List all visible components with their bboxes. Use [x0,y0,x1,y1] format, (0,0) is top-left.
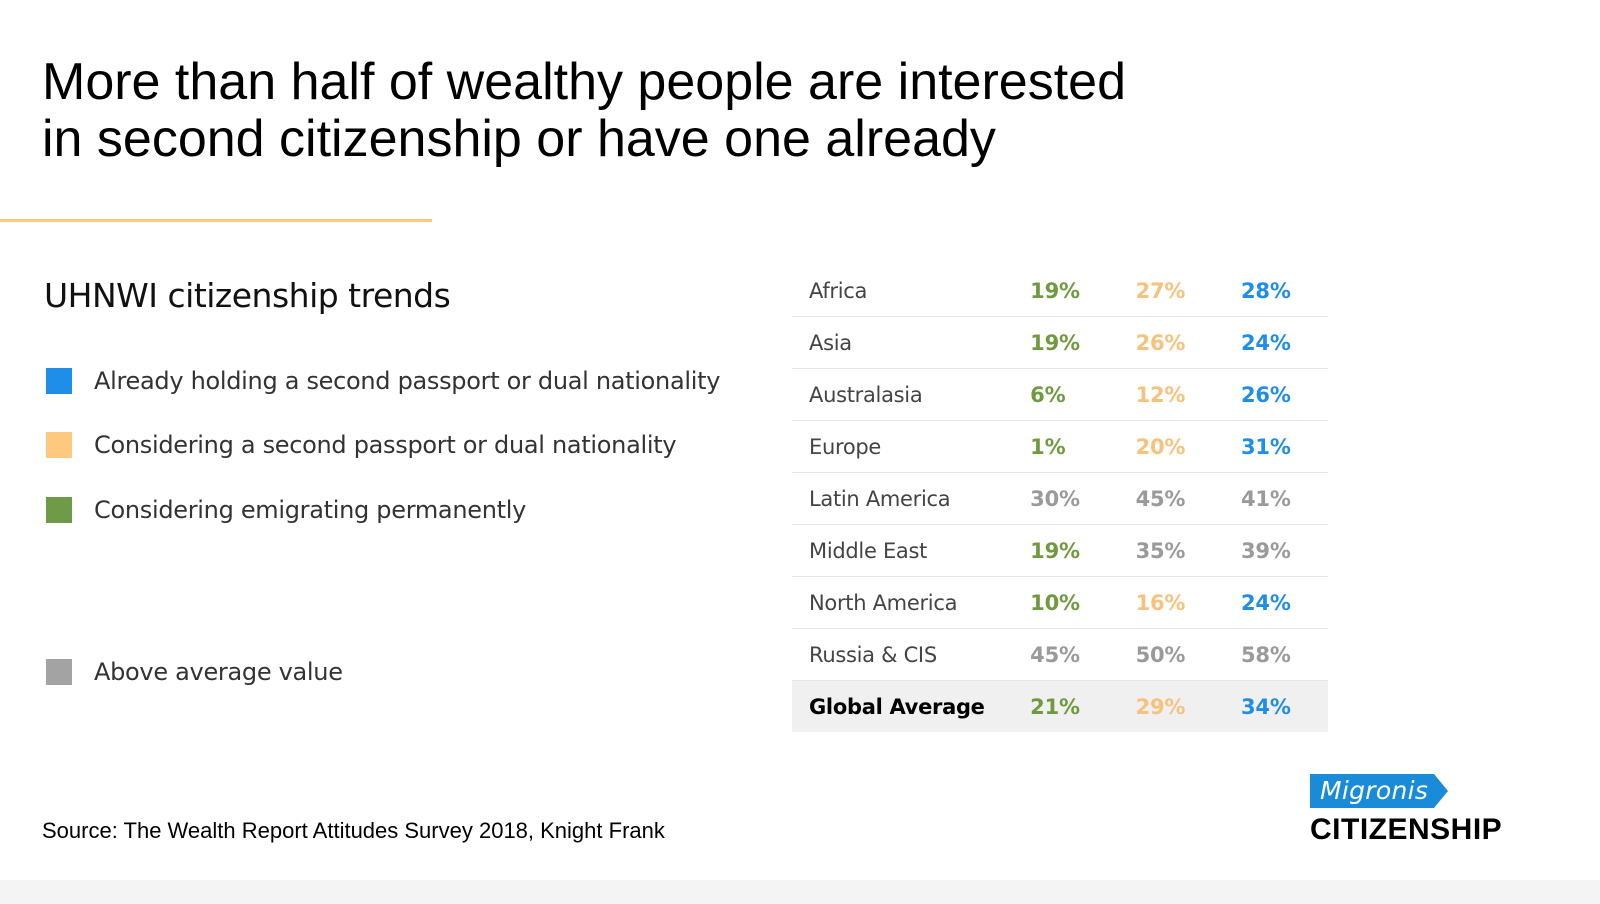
table-row: Africa 19% 27% 28% [792,265,1328,317]
citizenship-table: Africa 19% 27% 28% Asia 19% 26% 24% Australasia 6… [792,265,1328,732]
value-cell: 12% [1135,368,1242,421]
table-row-average: Global Average 21% 29% 34% [792,680,1328,732]
legend-item-already-holding: Already holding a second passport or dua… [46,366,720,396]
value-cell: 16% [1135,576,1242,629]
table-row: Russia & CIS 45% 50% 58% [792,628,1328,681]
legend-label: Above average value [94,658,343,686]
value-cell: 19% [1030,265,1136,317]
headline-line-2: in second citizenship or have one alread… [42,110,996,168]
region-cell: Middle East [792,524,1031,577]
value-cell: 1% [1030,420,1136,473]
table-row: North America 10% 16% 24% [792,576,1328,629]
region-cell: Australasia [792,368,1031,421]
logo-tag-text: Migronis [1320,776,1429,805]
table-row: Asia 19% 26% 24% [792,316,1328,369]
legend-label: Considering a second passport or dual na… [94,431,677,459]
value-cell: 21% [1030,680,1136,732]
value-cell: 24% [1241,576,1328,629]
migronis-logo: Migronis CITIZENSHIP [1308,774,1538,846]
value-cell: 50% [1135,628,1242,681]
legend-swatch-green [46,497,72,523]
legend-item-above-average: Above average value [46,657,343,687]
value-cell: 28% [1241,265,1328,317]
value-cell: 19% [1030,316,1136,369]
accent-rule [0,219,432,222]
legend-item-considering-emigrating: Considering emigrating permanently [46,495,526,525]
value-cell: 26% [1241,368,1328,421]
table-row: Middle East 19% 35% 39% [792,524,1328,577]
legend-swatch-orange [46,432,72,458]
region-cell: North America [792,576,1031,629]
region-cell: Russia & CIS [792,628,1031,681]
chart-title: UHNWI citizenship trends [44,276,451,315]
value-cell: 31% [1241,420,1328,473]
value-cell: 20% [1135,420,1242,473]
value-cell: 41% [1241,472,1328,525]
value-cell: 29% [1135,680,1242,732]
value-cell: 26% [1135,316,1242,369]
region-cell: Global Average [792,680,1031,732]
value-cell: 35% [1135,524,1242,577]
region-cell: Africa [792,265,1031,317]
value-cell: 45% [1135,472,1242,525]
value-cell: 39% [1241,524,1328,577]
region-cell: Asia [792,316,1031,369]
value-cell: 6% [1030,368,1136,421]
legend-label: Already holding a second passport or dua… [94,367,721,395]
value-cell: 19% [1030,524,1136,577]
headline: More than half of wealthy people are int… [42,54,1242,168]
table-row: Latin America 30% 45% 41% [792,472,1328,525]
logo-tag-shape [1310,774,1448,808]
legend-swatch-blue [46,368,72,394]
legend-item-considering-passport: Considering a second passport or dual na… [46,430,677,460]
value-cell: 27% [1135,265,1242,317]
value-cell: 24% [1241,316,1328,369]
headline-line-1: More than half of wealthy people are int… [42,53,1127,111]
value-cell: 58% [1241,628,1328,681]
value-cell: 45% [1030,628,1136,681]
source-note: Source: The Wealth Report Attitudes Surv… [42,818,665,843]
legend-label: Considering emigrating permanently [94,496,527,524]
table-row: Europe 1% 20% 31% [792,420,1328,473]
region-cell: Latin America [792,472,1031,525]
bottom-band [0,880,1600,904]
legend-swatch-gray [46,659,72,685]
value-cell: 10% [1030,576,1136,629]
value-cell: 30% [1030,472,1136,525]
value-cell: 34% [1241,680,1328,732]
region-cell: Europe [792,420,1031,473]
table-row: Australasia 6% 12% 26% [792,368,1328,421]
table-body: Africa 19% 27% 28% Asia 19% 26% 24% Australasia 6… [792,265,1328,732]
logo-wordmark: CITIZENSHIP [1310,813,1503,846]
